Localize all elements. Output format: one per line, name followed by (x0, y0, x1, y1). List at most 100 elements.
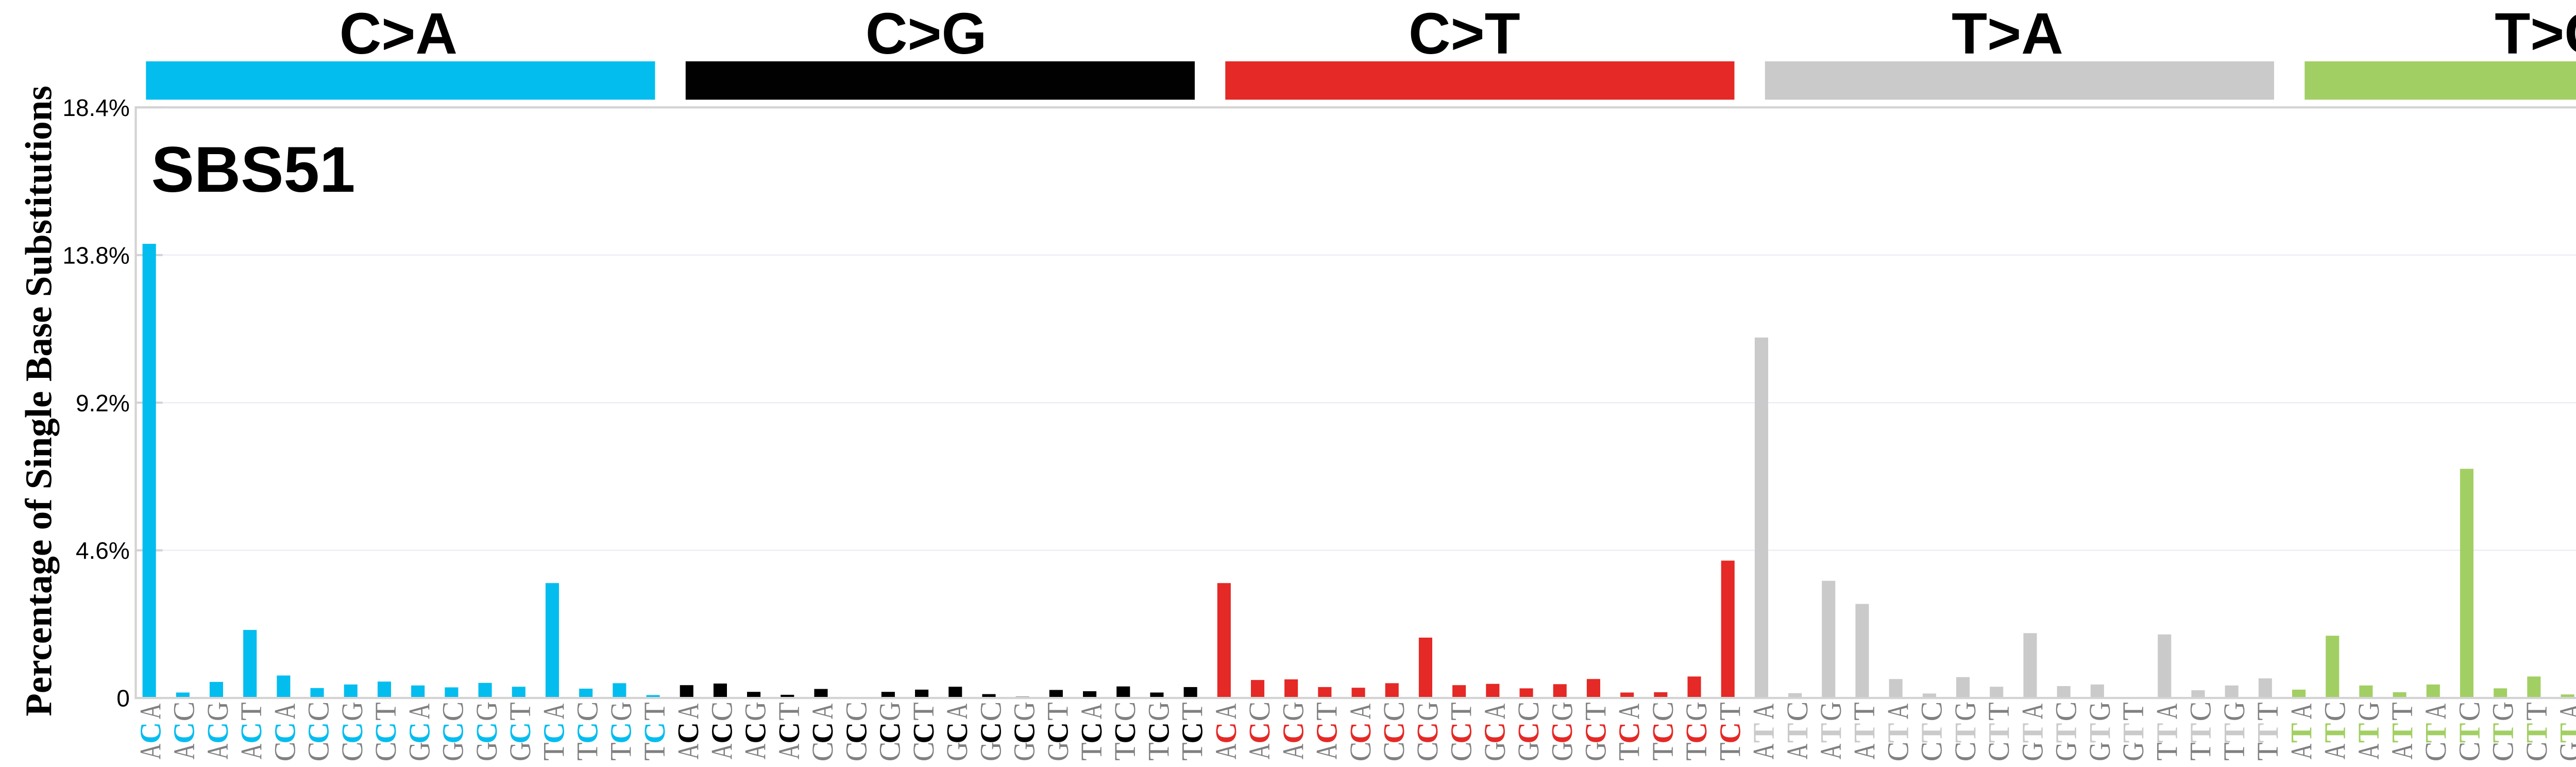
svg-text:T: T (1142, 742, 1175, 760)
svg-text:T: T (1848, 723, 1881, 743)
svg-text:C: C (705, 722, 738, 744)
svg-text:C: C (839, 742, 873, 762)
svg-text:T: T (1646, 742, 1680, 760)
svg-text:T: T (907, 702, 940, 720)
svg-text:T: T (2184, 723, 2217, 743)
svg-text:T: T (1848, 702, 1881, 720)
svg-text:SBS51: SBS51 (151, 134, 355, 206)
svg-text:C: C (1344, 722, 1377, 744)
svg-text:A: A (1781, 743, 1814, 759)
svg-text:C: C (1377, 702, 1411, 722)
svg-text:G: G (974, 742, 1007, 761)
svg-text:C: C (268, 742, 301, 762)
svg-text:C: C (369, 722, 402, 744)
svg-text:C: C (1041, 722, 1075, 744)
svg-text:0: 0 (116, 685, 130, 712)
svg-text:C: C (1142, 722, 1175, 744)
svg-text:G: G (2083, 742, 2116, 761)
svg-text:T: T (234, 702, 268, 720)
svg-text:C: C (369, 742, 402, 762)
svg-text:A: A (739, 743, 772, 759)
svg-text:T: T (2116, 723, 2150, 743)
svg-text:A: A (537, 703, 570, 719)
svg-text:G: G (1579, 742, 1612, 761)
svg-text:C: C (839, 702, 873, 722)
svg-text:C: C (1512, 702, 1545, 722)
svg-text:C: C (1243, 722, 1276, 744)
svg-text:A: A (1882, 703, 1914, 719)
svg-text:A: A (941, 703, 974, 719)
svg-text:T: T (2217, 742, 2251, 760)
svg-text:C: C (1411, 742, 1444, 762)
svg-text:A: A (1243, 743, 1276, 759)
svg-text:T: T (1176, 742, 1209, 760)
svg-text:9.2%: 9.2% (76, 390, 130, 416)
svg-text:C: C (201, 722, 234, 744)
svg-text:C: C (1108, 702, 1142, 722)
svg-text:C: C (1781, 702, 1814, 722)
svg-text:C: C (907, 742, 940, 762)
svg-text:C: C (470, 722, 503, 744)
svg-text:A: A (1747, 743, 1780, 759)
svg-text:C: C (302, 702, 335, 722)
svg-text:C: C (907, 722, 940, 744)
svg-text:C: C (1445, 742, 1478, 762)
svg-text:C: C (1915, 742, 1948, 762)
svg-text:C: C (1613, 722, 1646, 744)
svg-text:T: T (1579, 702, 1612, 720)
svg-text:C: C (1579, 722, 1612, 744)
svg-text:C: C (1411, 722, 1444, 744)
svg-text:C: C (1176, 722, 1209, 744)
svg-text:C: C (234, 722, 268, 744)
svg-text:T: T (1613, 742, 1646, 760)
svg-text:T: T (2184, 742, 2217, 760)
svg-text:A: A (268, 703, 301, 719)
svg-text:C: C (1276, 722, 1310, 744)
svg-text:T: T (2251, 702, 2284, 720)
svg-text:G: G (470, 702, 503, 721)
svg-text:T: T (1310, 702, 1344, 720)
svg-text:C: C (335, 742, 369, 762)
svg-text:A: A (2285, 743, 2318, 759)
svg-text:A: A (2386, 743, 2419, 759)
svg-text:T: T (1982, 723, 2015, 743)
svg-text:C: C (1377, 742, 1411, 762)
svg-text:C: C (2184, 702, 2217, 722)
svg-text:T: T (2520, 723, 2553, 743)
svg-text:C: C (2318, 702, 2351, 722)
svg-text:G: G (1277, 702, 1310, 721)
svg-text:A: A (235, 743, 268, 759)
svg-text:C: C (2049, 702, 2083, 722)
svg-text:A: A (1344, 703, 1377, 719)
svg-text:G: G (470, 742, 503, 761)
svg-text:G: G (1478, 742, 1511, 761)
svg-text:A: A (134, 703, 167, 719)
svg-text:A: A (1815, 743, 1848, 759)
svg-text:G: G (2049, 742, 2082, 761)
svg-text:C: C (167, 722, 201, 744)
svg-text:C: C (806, 722, 839, 744)
svg-text:C: C (1445, 722, 1478, 744)
svg-text:C: C (1243, 702, 1276, 722)
svg-text:C: C (1478, 722, 1512, 744)
svg-text:C: C (436, 702, 470, 722)
svg-text:C: C (1209, 722, 1243, 744)
svg-text:T>C: T>C (2495, 1, 2576, 66)
svg-text:T: T (2385, 702, 2419, 720)
svg-text:C: C (302, 742, 335, 762)
svg-text:C>T: C>T (1409, 1, 1520, 66)
svg-text:C: C (873, 722, 907, 744)
svg-text:G: G (504, 742, 537, 761)
svg-text:G: G (873, 702, 906, 721)
svg-text:T>A: T>A (1952, 1, 2063, 66)
svg-text:G: G (2352, 702, 2385, 721)
svg-text:T: T (2486, 723, 2520, 743)
svg-text:C: C (1377, 722, 1411, 744)
svg-text:G: G (941, 742, 974, 761)
svg-text:A: A (2318, 743, 2351, 759)
svg-text:T: T (369, 702, 402, 720)
svg-text:C: C (436, 722, 470, 744)
svg-text:C: C (402, 722, 436, 744)
svg-text:G: G (436, 742, 469, 761)
svg-text:C: C (1512, 722, 1545, 744)
